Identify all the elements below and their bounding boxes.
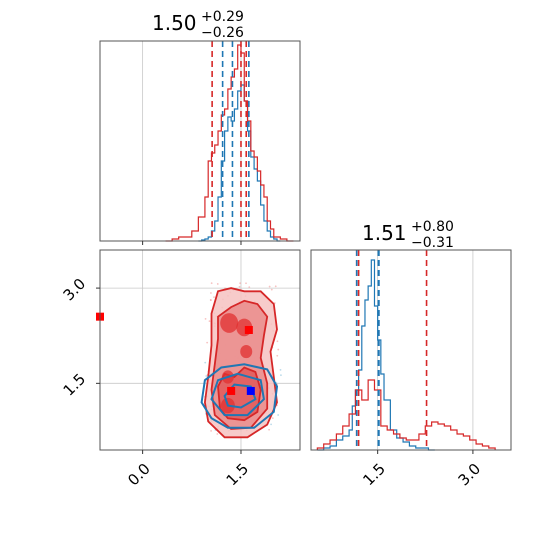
blue-contour-core (223, 383, 257, 409)
x-tick-label: 1.5 (223, 460, 253, 490)
y-tick-label: 1.5 (60, 370, 90, 400)
bottom-right-histogram-panel: 1.5 3.0 (310, 249, 512, 490)
title-sub: −0.26 (201, 25, 244, 41)
scatter-point-red (206, 341, 209, 344)
scatter-point-red (216, 433, 219, 435)
title-top-hist: 1.50 +0.29 −0.26 (152, 9, 244, 41)
histogram-series-red (165, 44, 294, 242)
scatter-point-red (239, 282, 242, 285)
axes-frame (310, 249, 512, 451)
histogram-series-blue (198, 84, 281, 242)
x-tick-label: 3.0 (455, 460, 485, 490)
scatter-point-red (276, 354, 279, 357)
histogram-series-blue (317, 259, 435, 451)
scatter-point-red (248, 286, 251, 289)
axes-frame (99, 40, 301, 242)
truth-marker (246, 386, 255, 395)
axes-frame (99, 249, 301, 451)
title-sup: +0.29 (201, 9, 244, 25)
title-sup: +0.80 (411, 219, 454, 235)
scatter-point-blue (277, 414, 280, 416)
scatter-point-red (208, 320, 211, 323)
truth-marker (227, 386, 236, 395)
scatter-point-red (209, 298, 212, 301)
scatter-point-red (216, 283, 219, 285)
scatter-point-blue (270, 423, 272, 426)
scatter-point-red (276, 340, 279, 343)
truth-marker (244, 326, 253, 334)
scatter-point-red (210, 430, 212, 432)
scatter-point-red (245, 282, 247, 285)
bottom-left-2d-panel: 0.0 1.5 1.5 3.0 (60, 249, 301, 490)
scatter-point-blue (280, 374, 282, 377)
y-tick-label: 3.0 (60, 275, 90, 305)
title-sub: −0.31 (411, 235, 454, 251)
scatter-point-red (210, 292, 212, 294)
title-main: 1.50 (152, 11, 197, 35)
scatter-point-red (210, 282, 213, 285)
scatter-point-red (271, 417, 274, 420)
scatter-point-red (277, 348, 280, 351)
scatter-point-blue (204, 361, 207, 364)
scatter-point-red (268, 285, 271, 288)
blue-contour-inner (210, 372, 265, 417)
scatter-point-red (268, 428, 270, 431)
scatter-point-blue (205, 375, 208, 377)
top-left-histogram-panel (99, 40, 301, 245)
scatter-point-blue (279, 368, 282, 371)
title-right-hist: 1.51 +0.80 −0.31 (362, 219, 454, 251)
scatter-point-red (238, 285, 241, 288)
x-tick-label: 1.5 (359, 460, 389, 490)
scatter-point-red (204, 317, 207, 320)
scatter-point-red (213, 296, 215, 299)
x-tick-label: 0.0 (124, 460, 154, 490)
histogram-series-red (316, 379, 496, 450)
scatter-point-red (270, 288, 273, 291)
red-density-peak (220, 313, 239, 333)
scatter-point-red (274, 285, 277, 288)
title-main: 1.51 (362, 221, 407, 245)
blue-contour-outer (200, 363, 279, 429)
plot-area (100, 250, 300, 450)
red-density-peak (240, 344, 253, 359)
